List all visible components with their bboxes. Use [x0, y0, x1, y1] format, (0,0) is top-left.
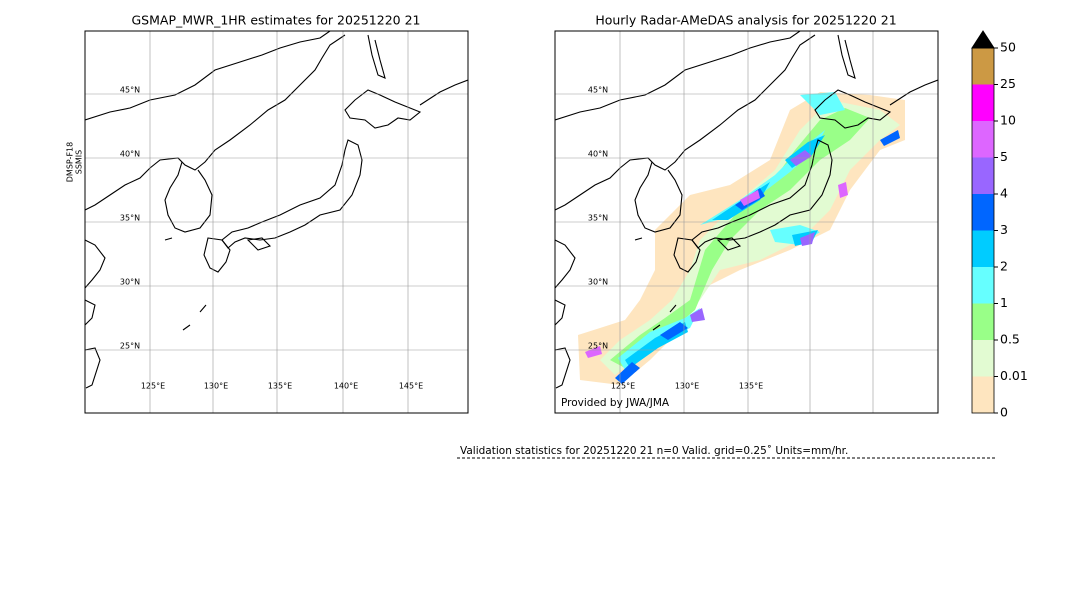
colorbar-segment — [972, 340, 994, 377]
colorbar-segment — [972, 121, 994, 158]
colorbar-segment — [972, 84, 994, 121]
coastline — [85, 31, 468, 389]
lon-label: 135°E — [268, 382, 292, 391]
lat-label: 30°N — [120, 278, 140, 287]
lon-label: 135°E — [739, 382, 763, 391]
credit: Provided by JWA/JMA — [561, 397, 670, 409]
side-label-line: DMSP-F18 — [66, 142, 75, 182]
lon-label: 125°E — [611, 382, 635, 391]
lat-label: 35°N — [588, 214, 608, 223]
lon-label: 140°E — [334, 382, 358, 391]
map-frame — [554, 30, 939, 414]
colorbar-label: 0.01 — [1000, 368, 1028, 383]
colorbar-label: 1 — [1000, 295, 1008, 310]
lon-label: 145°E — [399, 382, 423, 391]
colorbar-label: 10 — [1000, 113, 1016, 128]
lon-label: 130°E — [675, 382, 699, 391]
lat-label: 45°N — [588, 86, 608, 95]
lat-label: 40°N — [588, 150, 608, 159]
validation-text: Validation statistics for 20251220 21 n=… — [460, 445, 848, 457]
colorbar-segment — [972, 194, 994, 231]
side-label-line: SSMIS — [75, 150, 84, 175]
colorbar-label: 0 — [1000, 405, 1008, 420]
colorbar-segment — [972, 230, 994, 267]
lat-label: 35°N — [120, 214, 140, 223]
panel-title: Hourly Radar-AMeDAS analysis for 2025122… — [595, 13, 896, 28]
colorbar-label: 25 — [1000, 76, 1016, 91]
map-right — [555, 31, 938, 413]
colorbar-label: 50 — [1000, 40, 1016, 55]
lat-label: 40°N — [120, 150, 140, 159]
colorbar-extend — [971, 30, 995, 49]
lat-label: 30°N — [588, 278, 608, 287]
lat-label: 45°N — [120, 86, 140, 95]
colorbar-segment — [972, 267, 994, 304]
colorbar-label: 3 — [1000, 222, 1008, 237]
map-left — [85, 31, 468, 413]
colorbar-segment — [972, 376, 994, 413]
panel-title: GSMAP_MWR_1HR estimates for 20251220 21 — [132, 13, 421, 28]
colorbar-label: 0.5 — [1000, 332, 1020, 347]
map-frame — [84, 30, 469, 414]
colorbar-label: 4 — [1000, 186, 1008, 201]
lat-label: 25°N — [588, 342, 608, 351]
lon-label: 130°E — [204, 382, 228, 391]
lon-label: 125°E — [141, 382, 165, 391]
colorbar-label: 2 — [1000, 259, 1008, 274]
colorbar-segment — [972, 48, 994, 85]
colorbar-segment — [972, 157, 994, 194]
side-label: DMSP-F18 SSMIS — [66, 142, 84, 182]
colorbar-segment — [972, 303, 994, 340]
lat-label: 25°N — [120, 342, 140, 351]
colorbar-label: 5 — [1000, 149, 1008, 164]
